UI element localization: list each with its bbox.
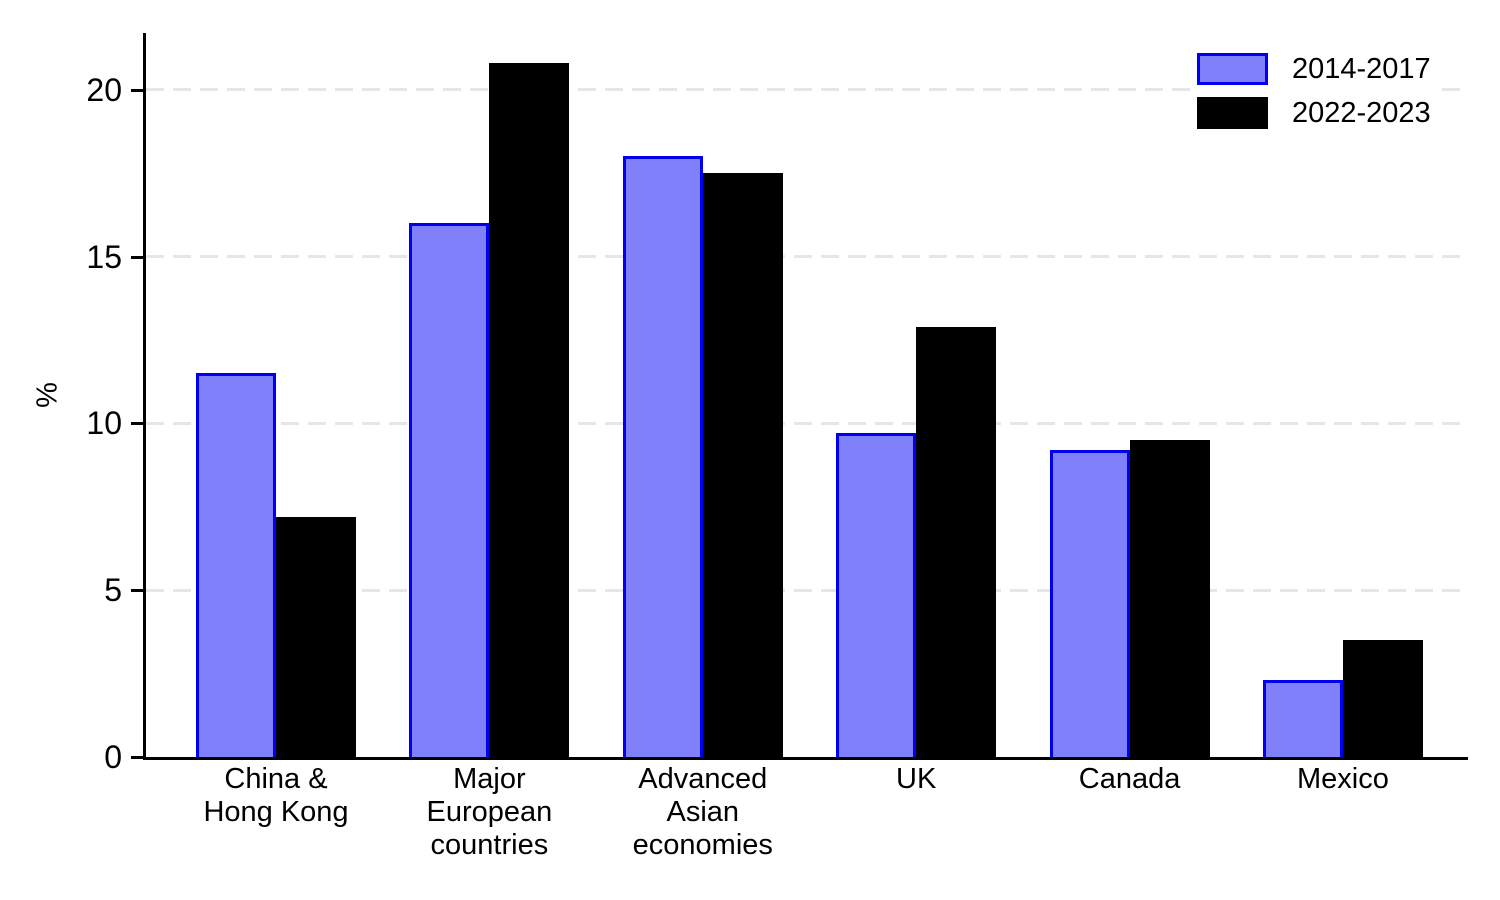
gridline-20: [146, 88, 1468, 92]
legend-entry-2022-2023: 2022-2023: [1197, 97, 1431, 129]
bar-series1-canada: [1049, 450, 1130, 757]
legend-label-2014-2017: 2014-2017: [1292, 53, 1431, 85]
bar-series2-mexico: [1342, 640, 1423, 757]
category-label-advanced: Advanced Asian economies: [623, 763, 783, 862]
category-label-line: Advanced: [638, 763, 768, 795]
y-tick-label-15: 15: [86, 238, 122, 275]
category-label-line: UK: [896, 763, 937, 795]
category-label-line: Asian: [666, 796, 740, 828]
bars-row: [146, 33, 1468, 757]
category-label-line: economies: [632, 829, 773, 861]
gridline-15: [146, 255, 1468, 259]
category-label-line: Hong Kong: [203, 796, 349, 828]
category-label-line: China &: [224, 763, 328, 795]
category-label-line: Canada: [1078, 763, 1181, 795]
legend-entry-2014-2017: 2014-2017: [1197, 53, 1431, 85]
y-tick-mark-0: [131, 756, 143, 759]
category-label-line: Major: [453, 763, 526, 795]
bar-series2-major: [489, 63, 570, 757]
bar-series1-china-: [196, 373, 276, 757]
bar-group-4: [836, 327, 997, 757]
bar-group-1: [196, 373, 356, 757]
bar-series2-uk: [916, 327, 997, 757]
category-label-line: Mexico: [1297, 763, 1389, 795]
category-label-line: countries: [430, 829, 549, 861]
y-tick-label-0: 0: [104, 739, 122, 775]
y-tick-mark-20: [131, 88, 143, 92]
category-label-china-: China & Hong Kong: [196, 763, 356, 862]
y-tick-mark-5: [131, 589, 143, 593]
category-label-line: European: [426, 796, 553, 828]
y-tick-label-20: 20: [86, 71, 122, 108]
bar-series1-major: [409, 223, 490, 757]
bar-group-2: [409, 63, 570, 757]
category-label-canada: Canada: [1050, 763, 1210, 862]
bar-group-6: [1262, 640, 1423, 757]
legend-swatch-2014-2017: [1197, 53, 1268, 85]
bar-group-3: [622, 156, 783, 757]
bar-series2-china-: [276, 517, 356, 757]
bar-group-5: [1049, 440, 1210, 757]
legend: 2014-2017 2022-2023: [1197, 53, 1441, 129]
category-label-mexico: Mexico: [1263, 763, 1423, 862]
bar-series1-uk: [836, 433, 917, 757]
x-axis-category-labels: China & Hong Kong Major European countries Ad…: [146, 763, 1468, 862]
y-tick-mark-10: [131, 422, 143, 426]
legend-swatch-2022-2023: [1197, 97, 1268, 129]
y-tick-label-5: 5: [104, 572, 122, 609]
gridline-10: [146, 421, 1468, 425]
category-label-major: Major European countries: [409, 763, 569, 862]
bar-series1-mexico: [1262, 680, 1343, 757]
category-label-uk: UK: [836, 763, 996, 862]
plot-area: [143, 33, 1468, 760]
y-tick-label-10: 10: [86, 405, 122, 442]
legend-label-2022-2023: 2022-2023: [1292, 97, 1431, 129]
bar-series2-canada: [1129, 440, 1210, 757]
bar-series2-advanced: [702, 173, 783, 757]
bar-series1-advanced: [622, 156, 703, 757]
y-tick-mark-15: [131, 255, 143, 259]
gridline-5: [146, 588, 1468, 592]
